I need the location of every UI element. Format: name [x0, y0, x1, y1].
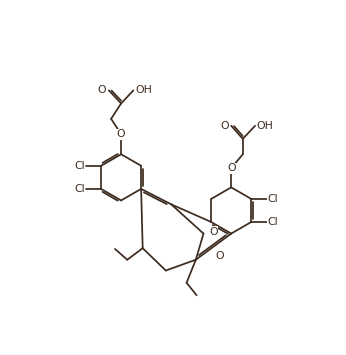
Text: Cl: Cl: [74, 161, 85, 171]
Text: Cl: Cl: [74, 184, 85, 194]
Text: O: O: [227, 163, 236, 173]
Text: OH: OH: [257, 121, 273, 131]
Text: O: O: [215, 251, 224, 261]
Text: O: O: [220, 121, 229, 131]
Text: Cl: Cl: [267, 194, 278, 204]
Text: Cl: Cl: [267, 217, 278, 227]
Text: O: O: [98, 85, 107, 95]
Text: OH: OH: [135, 85, 152, 95]
Text: O: O: [209, 227, 218, 237]
Text: O: O: [117, 129, 126, 139]
